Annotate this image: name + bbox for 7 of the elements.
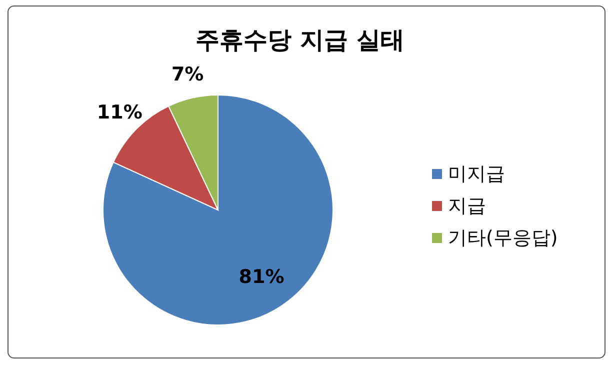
- chart-title: 주휴수당 지급 실태: [196, 26, 404, 54]
- data-label: 11%: [96, 101, 142, 124]
- data-label: 7%: [171, 64, 204, 86]
- data-label: 81%: [238, 266, 284, 288]
- legend-label: 미지급: [448, 163, 505, 186]
- legend-label: 지급: [448, 195, 486, 218]
- legend-label: 기타(무응답): [448, 227, 558, 250]
